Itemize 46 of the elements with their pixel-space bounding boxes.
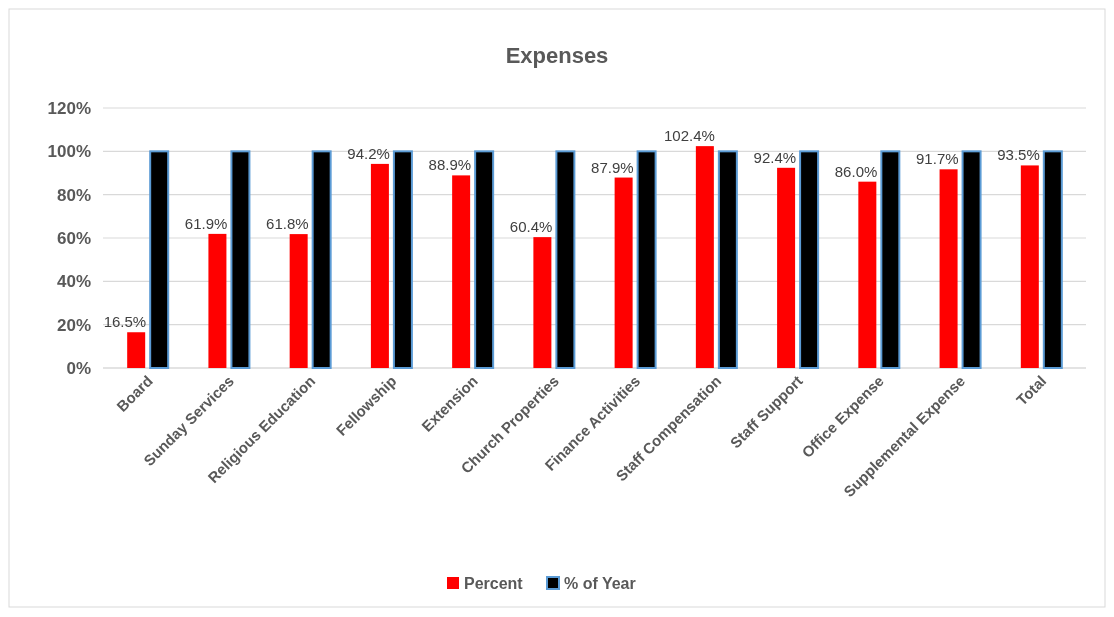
data-label: 88.9% (428, 156, 472, 174)
bar (717, 150, 738, 369)
bar (311, 150, 332, 369)
data-label: 91.7% (916, 150, 959, 168)
y-tick-label: 80% (56, 185, 91, 205)
bar (1020, 165, 1039, 368)
y-tick-label: 0% (66, 358, 91, 378)
bar (392, 150, 413, 369)
bar (127, 332, 146, 368)
bar (149, 150, 170, 369)
data-label: 87.9% (591, 158, 634, 176)
chart-title: Expenses (505, 43, 609, 68)
bar (858, 181, 877, 368)
bar (799, 150, 820, 369)
bar (939, 169, 958, 368)
bar (961, 150, 982, 369)
bar (533, 237, 552, 368)
bar (289, 234, 308, 368)
y-tick-label: 60% (56, 228, 91, 248)
bar (474, 150, 495, 369)
data-label: 102.4% (663, 127, 715, 145)
data-label: 86.0% (834, 162, 878, 180)
data-label: 60.4% (509, 218, 553, 236)
bar (636, 150, 657, 369)
bar (370, 163, 389, 368)
bar (777, 167, 796, 368)
y-tick-label: 40% (56, 272, 91, 292)
legend-label: Percent (464, 574, 524, 592)
data-label: 61.9% (184, 214, 228, 232)
bar (208, 233, 227, 368)
y-tick-label: 20% (56, 315, 91, 335)
data-label: 16.5% (103, 313, 147, 331)
bar (695, 146, 714, 368)
bar (452, 175, 471, 368)
bar (880, 150, 901, 369)
bar (555, 150, 576, 369)
y-tick-label: 100% (47, 142, 91, 162)
bar (1042, 150, 1063, 369)
data-label: 94.2% (347, 144, 390, 162)
data-label: 93.5% (997, 146, 1040, 164)
data-label: 92.4% (753, 148, 797, 166)
bar (614, 177, 633, 368)
y-tick-label: 120% (47, 98, 91, 118)
legend-label: % of Year (564, 574, 636, 592)
bar (230, 150, 251, 369)
data-label: 61.8% (266, 215, 309, 233)
